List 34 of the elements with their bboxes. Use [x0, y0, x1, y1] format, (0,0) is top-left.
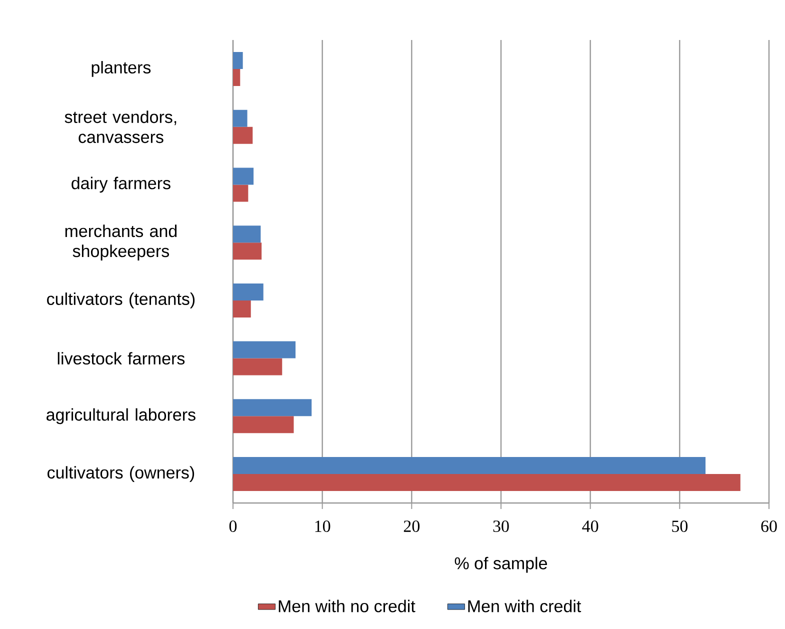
x-axis-title: % of sample	[454, 556, 547, 573]
x-tick-label: 60	[761, 520, 777, 532]
bar	[233, 68, 240, 86]
bar	[233, 52, 243, 69]
bar	[233, 474, 740, 492]
x-tick-label: 10	[315, 520, 330, 532]
y-tick-label: merchants and shopkeepers	[65, 224, 177, 260]
bar	[233, 283, 264, 300]
bar	[233, 341, 296, 358]
bar	[233, 226, 261, 243]
y-tick-label: dairy farmers	[72, 176, 170, 193]
y-tick-label: agricultural laborers	[46, 408, 196, 424]
bar	[233, 457, 706, 474]
y-tick-label: cultivators (tenants)	[47, 292, 195, 308]
bar	[233, 358, 282, 376]
x-tick-label: 30	[493, 520, 509, 532]
x-tick-label: 20	[404, 520, 420, 532]
y-tick-label: planters	[92, 61, 151, 77]
bar	[233, 126, 253, 144]
bar	[233, 399, 312, 416]
y-tick-label: livestock farmers	[58, 352, 185, 365]
x-tick-label: 0	[229, 520, 237, 532]
y-tick-label: cultivators (owners)	[48, 466, 194, 482]
bar	[233, 242, 262, 260]
bar	[233, 184, 248, 202]
legend-label: Men with credit	[468, 600, 582, 612]
x-tick-label: 40	[582, 520, 598, 532]
x-tick-label: 50	[672, 520, 688, 532]
bar	[233, 110, 248, 127]
bar	[233, 168, 254, 185]
legend-label: Men with no credit	[278, 600, 416, 612]
bar	[233, 300, 251, 318]
y-tick-label: street vendors, canvassers	[64, 110, 176, 144]
bar	[233, 416, 294, 434]
